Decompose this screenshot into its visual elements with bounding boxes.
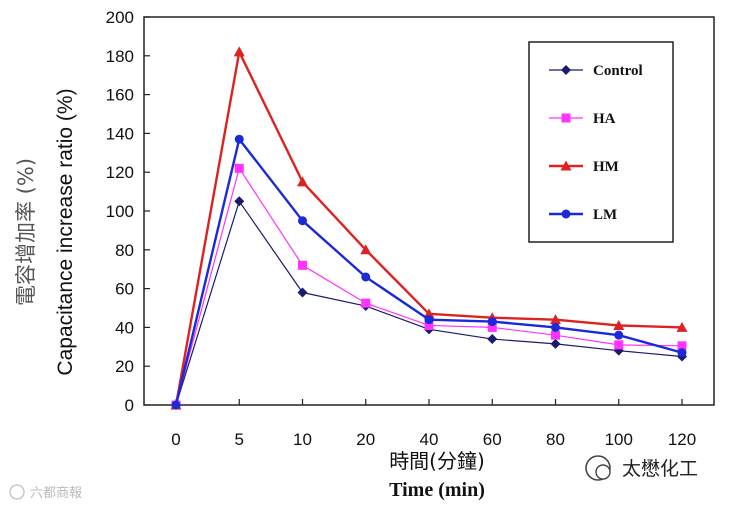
x-tick-label: 10 <box>293 430 312 449</box>
y-axis-title-cn: 電容增加率 (%) <box>14 158 38 306</box>
y-tick-label: 180 <box>106 47 134 66</box>
legend-label: HM <box>593 159 619 175</box>
x-tick-label: 60 <box>483 430 502 449</box>
x-tick-label: 20 <box>356 430 375 449</box>
data-point-hm <box>233 46 245 57</box>
data-point-lm <box>551 322 560 332</box>
series-layer <box>170 46 688 410</box>
data-point-control <box>297 287 308 298</box>
y-tick-label: 100 <box>106 202 134 221</box>
x-axis-title-en: Time (min) <box>389 479 485 501</box>
x-tick-label: 100 <box>605 430 633 449</box>
x-tick-label: 40 <box>420 430 439 449</box>
x-axis-title-cn: 時間(分鐘) <box>389 449 485 473</box>
legend-marker <box>561 65 571 75</box>
x-tick-label: 0 <box>171 430 180 449</box>
data-point-control <box>487 334 498 345</box>
y-tick-label: 20 <box>115 357 134 376</box>
y-tick-label: 60 <box>115 280 134 299</box>
data-point-control <box>550 338 561 349</box>
legend-item-ha: HA <box>549 111 616 127</box>
series-lm <box>171 134 687 410</box>
y-tick-label: 200 <box>106 8 134 27</box>
y-axis-ticks: 0 20 40 60 80 100 120 140 160 180 200 <box>106 8 150 415</box>
y-axis-title-en: Capacitance increase ratio (%) <box>54 88 77 375</box>
y-tick-label: 80 <box>115 241 134 260</box>
watermark: 六都商報 <box>9 484 82 501</box>
legend-marker <box>561 209 571 219</box>
x-tick-label: 120 <box>668 430 696 449</box>
data-point-ha <box>298 260 307 270</box>
watermark-text: 六都商報 <box>30 486 82 501</box>
legend-item-hm: HM <box>549 159 619 175</box>
y-tick-label: 0 <box>125 396 134 415</box>
legend-item-lm: LM <box>549 207 617 223</box>
y-tick-label: 120 <box>106 163 134 182</box>
data-point-lm <box>234 134 244 144</box>
data-point-hm <box>423 308 435 319</box>
data-point-hm <box>360 244 372 255</box>
data-point-lm <box>361 272 371 282</box>
legend-items: Control HA HM LM <box>549 63 643 223</box>
data-point-lm <box>677 348 687 358</box>
data-point-ha <box>234 163 244 173</box>
data-point-ha <box>614 340 624 350</box>
x-tick-label: 80 <box>546 430 565 449</box>
legend-label: LM <box>593 207 617 223</box>
legend-item-control: Control <box>549 63 643 79</box>
x-tick-label: 5 <box>235 430 244 449</box>
data-point-hm <box>550 314 561 325</box>
y-tick-label: 40 <box>115 318 134 337</box>
data-point-control <box>234 196 245 207</box>
data-point-ha <box>361 298 371 308</box>
data-point-lm <box>424 315 434 325</box>
data-point-hm <box>676 321 688 332</box>
y-tick-label: 140 <box>106 124 134 143</box>
legend: Control HA HM LM <box>528 41 674 243</box>
brand-logo-icon-inner <box>595 464 611 480</box>
data-point-lm <box>298 216 307 226</box>
data-point-hm <box>297 176 308 187</box>
x-axis-ticks: 0 5 10 20 40 60 80 100 120 <box>171 399 696 449</box>
legend-marker <box>560 160 572 171</box>
data-point-lm <box>171 400 181 410</box>
data-point-ha <box>424 320 434 330</box>
data-point-lm <box>487 317 497 327</box>
data-point-hm <box>613 319 625 330</box>
brand-name: 太懋化工 <box>622 458 698 480</box>
brand-tag: 太懋化工 <box>585 455 698 481</box>
data-point-lm <box>614 330 624 340</box>
legend-marker <box>561 113 571 123</box>
legend-box <box>528 41 674 243</box>
data-point-ha <box>487 322 497 332</box>
watermark-logo-icon <box>9 484 25 500</box>
legend-label: Control <box>593 63 643 79</box>
legend-label: HA <box>593 111 616 127</box>
data-point-ha <box>551 330 560 340</box>
data-point-ha <box>677 341 687 351</box>
y-tick-label: 160 <box>106 86 134 105</box>
